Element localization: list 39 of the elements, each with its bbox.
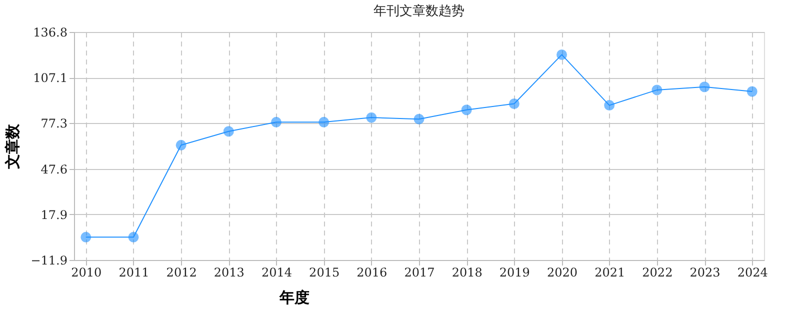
point [270,116,282,128]
point [80,232,92,242]
x-tick-label: 2015 [309,266,340,280]
x-tick-label: 2017 [404,266,435,280]
x-tick-label: 2014 [261,266,292,280]
x-tick-label: 2016 [356,266,388,280]
point [604,100,615,111]
point [746,86,758,97]
x-tick-label: 2022 [642,266,673,280]
x-tick-label: 2018 [452,266,482,280]
x-tick-label: 2024 [737,266,768,280]
chart-title: 年刊文章数趋势 [374,4,464,19]
x-tick-label: 2013 [214,266,244,280]
point [508,98,520,109]
x-tick-label: 2021 [594,266,626,280]
y-tick-label: 47.6 [40,162,68,176]
point [176,140,186,150]
point [414,114,424,124]
point [128,232,139,242]
x-tick-label: 2019 [499,266,530,280]
y-tick-label: 77.3 [40,116,68,131]
point [556,49,568,60]
point [318,116,330,128]
x-axis-title: 年度 [278,288,310,306]
y-tick-label: −11.9 [30,254,68,268]
point [223,126,234,137]
x-tick-label: 2012 [166,266,197,280]
y-tick-label: 17.9 [40,208,68,222]
point [699,82,710,92]
x-tick-label: 2011 [118,266,150,280]
x-tick-label: 2023 [690,266,720,280]
x-tick-label: 2020 [546,266,578,280]
point [366,112,377,123]
y-tick-label: 107.1 [33,71,68,86]
x-tick-label: 2010 [71,266,102,280]
y-axis-title: 文章数 [4,123,22,170]
point [652,84,662,96]
point [461,104,472,116]
y-tick-label: 136.8 [33,26,68,40]
